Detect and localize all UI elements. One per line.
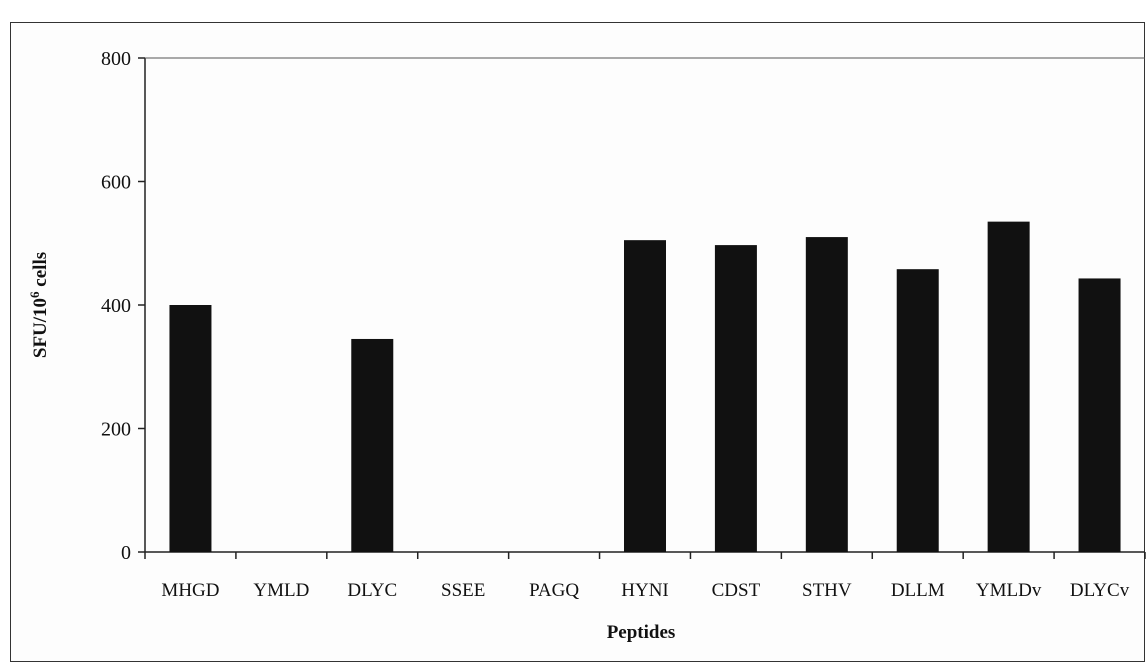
bar-ymldv xyxy=(987,221,1030,552)
y-axis-title-main: SFU/10 xyxy=(30,298,51,358)
bar-dllm xyxy=(896,269,939,552)
category-label-dlyc: DLYC xyxy=(347,580,397,601)
y-axis-title-sup: 6 xyxy=(27,291,42,298)
category-label-sthv: STHV xyxy=(802,580,852,601)
y-tick-label: 0 xyxy=(121,542,131,564)
category-label-pagq: PAGQ xyxy=(529,580,579,601)
x-axis-title: Peptides xyxy=(607,622,676,643)
y-ticks: 0 200 400 600 800 xyxy=(101,48,145,564)
y-tick-label: 400 xyxy=(101,295,131,317)
bar-dlyc xyxy=(351,338,394,552)
category-label-hyni: HYNI xyxy=(621,580,669,601)
category-labels: MHGD YMLD DLYC SSEE PAGQ HYNI CDST STHV DLLM YMLD… xyxy=(161,580,1129,601)
y-axis-title: SFU/106 cells xyxy=(27,252,52,358)
y-axis-title-tail: cells xyxy=(30,252,51,292)
y-tick-label: 200 xyxy=(101,419,131,441)
bar-hyni xyxy=(624,240,666,552)
bar-mhgd xyxy=(169,305,212,552)
y-tick-label: 600 xyxy=(101,172,131,194)
bars xyxy=(169,221,1121,553)
category-label-dlycv: DLYCv xyxy=(1070,580,1130,601)
x-ticks xyxy=(144,552,1146,559)
category-label-ymldv: YMLDv xyxy=(976,580,1042,601)
category-label-dllm: DLLM xyxy=(891,580,945,601)
y-tick-label: 800 xyxy=(101,48,131,70)
category-label-ymld: YMLD xyxy=(253,580,309,601)
category-label-cdst: CDST xyxy=(712,580,761,601)
category-label-mhgd: MHGD xyxy=(161,580,219,601)
category-label-ssee: SSEE xyxy=(441,580,485,601)
bar-cdst xyxy=(714,245,757,553)
bar-dlycv xyxy=(1078,278,1121,552)
bar-sthv xyxy=(805,237,848,552)
